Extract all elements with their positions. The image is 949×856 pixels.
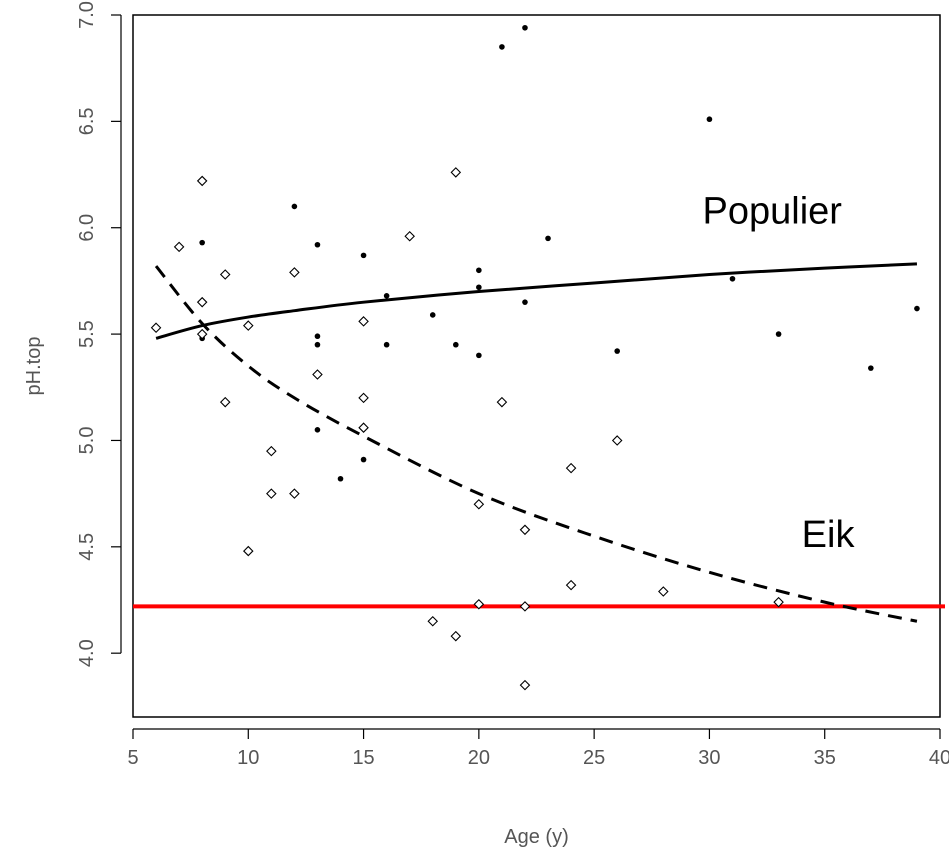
x-tick-label: 25 [583,747,605,769]
data-point-populier [706,116,713,123]
data-points [150,24,920,691]
data-point-populier [729,275,736,282]
y-tick-label: 6.5 [76,107,98,135]
x-axis-label: Age (y) [504,826,568,848]
data-point-populier [314,241,321,248]
data-point-eik [196,296,208,308]
annotations: Populier Eik [703,190,856,555]
data-point-populier [314,333,321,340]
fit-lines [154,262,918,623]
y-tick-label: 5.0 [76,427,98,455]
annotation-eik: Eik [802,514,856,556]
data-point-eik [358,392,369,404]
data-point-populier [914,305,920,312]
data-point-populier [291,203,298,210]
data-point-populier [383,293,390,299]
y-tick-label: 7.0 [76,1,98,29]
data-point-populier [314,341,321,348]
data-point-eik [266,488,277,499]
data-point-eik [450,630,462,642]
x-tick-label: 20 [468,747,490,769]
data-point-eik [773,596,784,608]
y-tick-label: 4.5 [76,533,98,561]
data-point-eik [519,524,531,536]
data-point-eik [196,328,208,340]
data-point-eik [243,545,254,557]
data-point-eik [496,396,508,408]
data-point-eik [519,679,531,691]
data-point-populier [545,235,551,242]
data-point-eik [289,488,300,499]
x-tick-label: 30 [698,747,720,769]
y-axis: 4.0 4.5 5.0 5.5 6.0 6.5 7.0 [76,1,122,667]
data-point-populier [499,44,505,50]
data-point-populier [614,348,620,354]
data-point-eik [358,316,369,327]
data-point-eik [243,320,254,331]
data-point-populier [383,341,390,348]
data-point-populier [360,456,367,463]
data-point-eik [219,396,231,408]
y-tick-label: 6.0 [76,214,98,242]
data-point-populier [199,239,205,246]
data-point-eik [150,322,162,333]
data-point-eik [473,598,485,610]
data-point-eik [312,369,323,380]
data-point-populier [453,341,459,348]
y-tick-label: 5.5 [76,320,98,348]
data-point-populier [522,24,528,31]
data-point-eik [519,601,531,612]
data-point-populier [314,427,321,433]
x-tick-label: 5 [127,747,138,769]
y-tick-label: 4.0 [76,639,98,667]
fit-line-populier [155,262,918,340]
plot-frame [132,14,941,718]
fit-line-eik [154,265,918,623]
y-axis-label: pH.top [23,337,45,396]
data-point-eik [219,269,231,280]
data-point-eik [427,615,439,627]
data-point-populier [476,352,482,359]
data-point-populier [360,252,367,259]
data-point-eik [611,435,623,446]
data-point-populier [429,312,436,318]
x-tick-label: 35 [814,747,836,769]
x-tick-label: 15 [352,747,374,769]
data-point-eik [473,498,485,510]
data-point-populier [337,475,344,482]
data-point-eik [565,579,577,591]
data-point-eik [289,267,300,278]
data-point-eik [173,241,185,253]
data-point-populier [868,365,874,371]
data-point-eik [404,230,415,242]
x-axis: 5 10 15 20 25 30 35 40 [127,728,949,769]
data-point-eik [266,445,277,457]
data-point-eik [450,167,462,178]
data-point-populier [476,267,482,274]
data-point-eik [358,422,369,433]
data-point-populier [775,331,782,337]
data-point-populier [476,284,482,291]
data-point-eik [658,586,669,597]
data-point-eik [565,462,577,474]
data-point-populier [522,299,528,305]
x-tick-label: 40 [929,747,949,769]
x-tick-label: 10 [237,747,259,769]
annotation-populier: Populier [703,190,843,232]
data-point-eik [196,175,208,187]
